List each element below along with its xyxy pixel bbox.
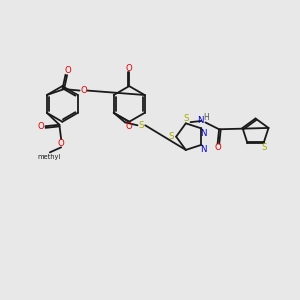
Text: O: O xyxy=(214,143,221,152)
Text: N: N xyxy=(200,145,206,154)
Text: O: O xyxy=(80,86,87,95)
Text: S: S xyxy=(261,143,267,152)
Text: O: O xyxy=(126,122,133,131)
Text: S: S xyxy=(139,121,144,130)
Text: H: H xyxy=(203,113,209,122)
Text: O: O xyxy=(38,122,44,131)
Text: O: O xyxy=(65,66,72,75)
Text: N: N xyxy=(197,116,203,125)
Text: N: N xyxy=(200,129,206,138)
Text: S: S xyxy=(169,132,174,141)
Text: methyl: methyl xyxy=(38,154,61,160)
Text: S: S xyxy=(183,114,189,123)
Text: O: O xyxy=(58,139,64,148)
Text: O: O xyxy=(126,64,133,73)
